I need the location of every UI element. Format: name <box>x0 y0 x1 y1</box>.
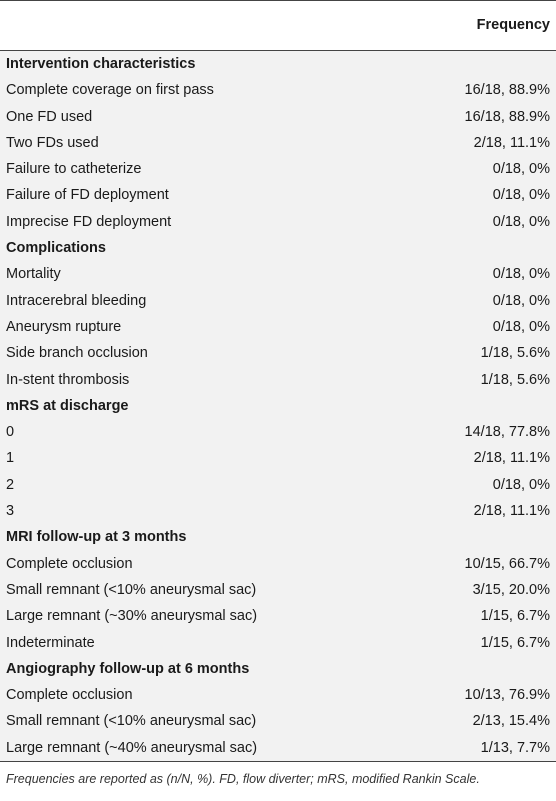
table-header-row: Frequency <box>0 0 556 51</box>
section-header-row: Intervention characteristics <box>0 50 556 78</box>
row-frequency-value: 16/18, 88.9% <box>464 108 550 125</box>
row-label: Small remnant (<10% aneurysmal sac) <box>6 581 257 598</box>
row-frequency-value: 0/18, 0% <box>492 318 550 335</box>
results-table: Frequency Intervention characteristics Co… <box>0 0 556 762</box>
table-row: Mortality 0/18, 0% <box>0 261 556 288</box>
table-row: 0 14/18, 77.8% <box>0 419 556 446</box>
row-label: 3 <box>6 503 15 520</box>
section-header-row: Complications <box>0 235 556 262</box>
row-frequency-value <box>410 656 556 682</box>
section-title: Angiography follow-up at 6 months <box>6 660 250 677</box>
row-frequency-value <box>410 235 556 261</box>
section-title: mRS at discharge <box>6 397 129 414</box>
row-label: Failure to catheterize <box>6 161 142 178</box>
row-label: Failure of FD deployment <box>6 187 169 204</box>
row-label: Complete occlusion <box>6 687 133 704</box>
table-row: Two FDs used 2/18, 11.1% <box>0 129 556 157</box>
row-frequency-value: 1/18, 5.6% <box>480 345 550 362</box>
table-row: Imprecise FD deployment 0/18, 0% <box>0 208 556 236</box>
row-frequency-value: 10/13, 76.9% <box>464 687 550 704</box>
table-row: Small remnant (<10% aneurysmal sac) 2/13,… <box>0 708 556 735</box>
section-title: Complications <box>6 240 106 257</box>
table-row: Small remnant (<10% aneurysmal sac) 3/15,… <box>0 576 556 604</box>
row-frequency-value <box>410 393 556 419</box>
table-row: Failure of FD deployment 0/18, 0% <box>0 182 556 209</box>
table-footnote: Frequencies are reported as (n/N, %). FD… <box>6 772 480 786</box>
row-label: Mortality <box>6 266 61 283</box>
table-row: Intracerebral bleeding 0/18, 0% <box>0 287 556 314</box>
row-frequency-value: 2/13, 15.4% <box>472 713 550 730</box>
section-header-row: mRS at discharge <box>0 392 556 420</box>
column-header-label <box>0 0 410 51</box>
row-label: Complete occlusion <box>6 555 133 572</box>
row-frequency-value: 0/18, 0% <box>492 187 550 204</box>
row-frequency-value: 1/18, 5.6% <box>480 371 550 388</box>
table-row: 3 2/18, 11.1% <box>0 498 556 525</box>
table-row: 1 2/18, 11.1% <box>0 445 556 472</box>
table-row: Complete occlusion 10/15, 66.7% <box>0 550 556 577</box>
row-frequency-value: 0/18, 0% <box>492 161 550 178</box>
row-frequency-value: 1/15, 6.7% <box>480 608 550 625</box>
table-row: Large remnant (~40% aneurysmal sac) 1/13,… <box>0 734 556 762</box>
row-label: 1 <box>6 450 15 467</box>
row-frequency-value: 0/18, 0% <box>492 266 550 283</box>
row-frequency-value: 3/15, 20.0% <box>472 581 550 598</box>
row-label: Large remnant (~40% aneurysmal sac) <box>6 739 258 756</box>
row-label: Indeterminate <box>6 634 95 651</box>
row-frequency-value: 0/18, 0% <box>492 476 550 493</box>
row-label: In-stent thrombosis <box>6 371 130 388</box>
row-label: Intracerebral bleeding <box>6 292 147 309</box>
table-body: Intervention characteristics Complete cov… <box>0 50 556 762</box>
row-label: Complete coverage on first pass <box>6 82 214 99</box>
row-frequency-value: 10/15, 66.7% <box>464 555 550 572</box>
row-frequency-value: 14/18, 77.8% <box>464 424 550 441</box>
table-row: Large remnant (~30% aneurysmal sac) 1/15,… <box>0 603 556 630</box>
row-frequency-value: 0/18, 0% <box>492 213 550 230</box>
table-row: One FD used 16/18, 88.9% <box>0 103 556 130</box>
table-row: Indeterminate 1/15, 6.7% <box>0 629 556 656</box>
section-title: Intervention characteristics <box>6 56 196 72</box>
row-frequency-value <box>410 524 556 550</box>
row-frequency-value: 2/18, 11.1% <box>473 450 550 467</box>
table-row: In-stent thrombosis 1/18, 5.6% <box>0 366 556 393</box>
table-row: Aneurysm rupture 0/18, 0% <box>0 313 556 341</box>
row-label: Two FDs used <box>6 134 99 151</box>
row-frequency-value: 2/18, 11.1% <box>473 503 550 520</box>
section-header-row: Angiography follow-up at 6 months <box>0 655 556 683</box>
column-header-frequency: Frequency <box>410 0 556 51</box>
row-label: Side branch occlusion <box>6 345 148 362</box>
row-label: Large remnant (~30% aneurysmal sac) <box>6 608 258 625</box>
table-row: Side branch occlusion 1/18, 5.6% <box>0 340 556 367</box>
results-table-container: Frequency Intervention characteristics Co… <box>0 0 556 762</box>
table-row: Complete occlusion 10/13, 76.9% <box>0 682 556 709</box>
row-label: Imprecise FD deployment <box>6 213 172 230</box>
table-row: Complete coverage on first pass 16/18, 88… <box>0 77 556 104</box>
row-frequency-value: 2/18, 11.1% <box>473 134 550 151</box>
row-frequency-value: 1/13, 7.7% <box>480 739 550 756</box>
row-frequency-value: 0/18, 0% <box>492 292 550 309</box>
table-row: Failure to catheterize 0/18, 0% <box>0 156 556 183</box>
row-label: Small remnant (<10% aneurysmal sac) <box>6 713 257 730</box>
row-label: 2 <box>6 476 15 493</box>
section-title: MRI follow-up at 3 months <box>6 529 187 546</box>
row-label: One FD used <box>6 108 93 125</box>
row-label: Aneurysm rupture <box>6 318 122 335</box>
table-row: 2 0/18, 0% <box>0 471 556 499</box>
row-frequency-value: 1/15, 6.7% <box>480 634 550 651</box>
row-frequency-value: 16/18, 88.9% <box>464 82 550 99</box>
row-frequency-value <box>410 51 556 78</box>
row-label: 0 <box>6 424 15 441</box>
section-header-row: MRI follow-up at 3 months <box>0 524 556 551</box>
